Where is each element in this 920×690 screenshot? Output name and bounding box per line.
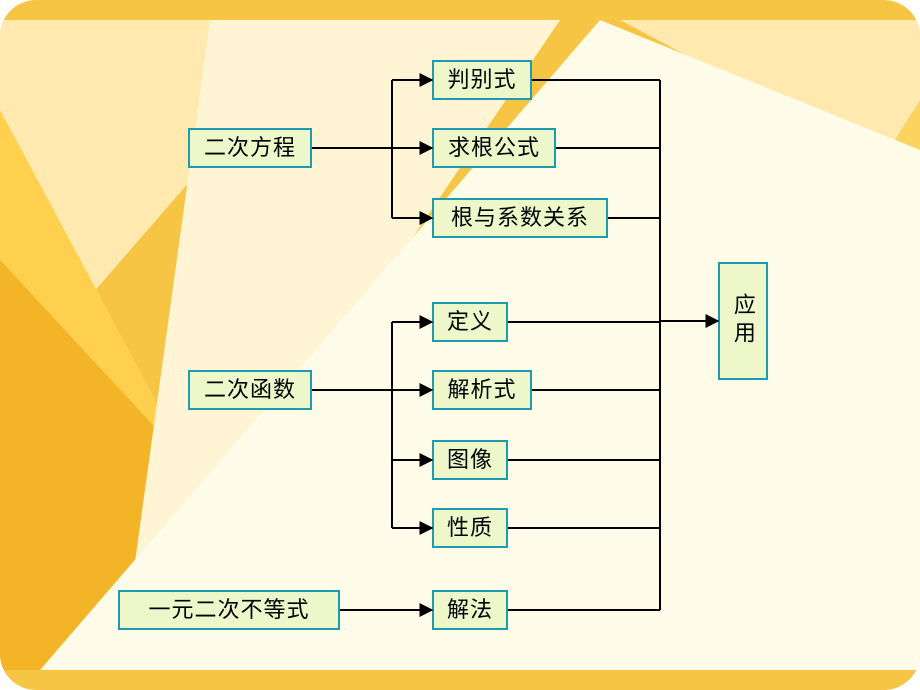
node-solution-method: 解法 [432, 590, 508, 630]
node-analytic-expression: 解析式 [432, 370, 532, 410]
node-label: 一元二次不等式 [148, 595, 309, 625]
node-quadratic-inequality: 一元二次不等式 [118, 590, 340, 630]
node-label: 图像 [447, 445, 493, 475]
node-definition: 定义 [432, 302, 508, 342]
node-label: 根与系数关系 [451, 203, 589, 233]
diagram-canvas: 二次方程 判别式 求根公式 根与系数关系 二次函数 定义 解析式 图像 性质 一… [0, 0, 920, 690]
node-discriminant: 判别式 [432, 60, 532, 100]
node-application: 应用 [718, 262, 768, 380]
node-label: 二次函数 [204, 375, 296, 405]
node-quadratic-function: 二次函数 [188, 370, 312, 410]
node-label: 应用 [728, 293, 758, 349]
node-root-coefficient: 根与系数关系 [432, 198, 608, 238]
node-label: 解析式 [447, 375, 516, 405]
node-quadratic-equation: 二次方程 [188, 128, 312, 168]
node-root-formula: 求根公式 [432, 128, 556, 168]
node-label: 定义 [447, 307, 493, 337]
node-label: 判别式 [447, 65, 516, 95]
background-shapes [0, 0, 920, 690]
node-label: 性质 [447, 513, 493, 543]
node-label: 二次方程 [204, 133, 296, 163]
node-label: 求根公式 [448, 133, 540, 163]
node-label: 解法 [447, 595, 493, 625]
node-properties: 性质 [432, 508, 508, 548]
node-graph: 图像 [432, 440, 508, 480]
